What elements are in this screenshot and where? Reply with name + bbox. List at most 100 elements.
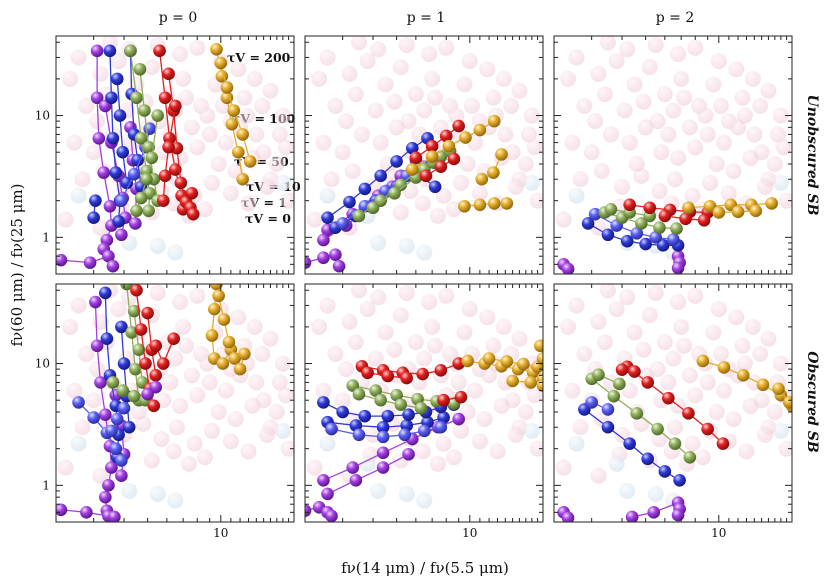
- background-point: [583, 144, 600, 161]
- background-point: [149, 237, 166, 254]
- background-point: [392, 307, 409, 324]
- background-point: [85, 392, 102, 409]
- background-point: [676, 337, 693, 354]
- background-point: [277, 139, 294, 156]
- background-point: [222, 433, 239, 450]
- background-point: [681, 367, 698, 384]
- panel-0-1: 1 10 10: [35, 283, 295, 540]
- background-point: [712, 345, 729, 362]
- background-point: [752, 345, 769, 362]
- background-point: [248, 374, 265, 391]
- data-point-red: [149, 339, 163, 353]
- data-point-blue: [72, 396, 85, 409]
- background-point: [168, 419, 185, 436]
- panel-plot-area: [555, 36, 792, 274]
- background-point: [246, 318, 263, 335]
- data-point-blue: [127, 167, 141, 181]
- background-point: [196, 201, 213, 218]
- data-point-red: [447, 152, 461, 166]
- background-point: [734, 89, 751, 106]
- background-point: [684, 187, 701, 204]
- panel-2-1: 10: [553, 283, 793, 540]
- data-point-purple: [332, 259, 346, 273]
- background-point: [715, 134, 732, 151]
- background-point: [427, 89, 444, 106]
- data-point-gold: [487, 197, 501, 210]
- data-point-gold: [712, 206, 726, 219]
- data-point-gold: [425, 150, 439, 163]
- background-point: [210, 156, 227, 173]
- x-tick-label: 10: [711, 526, 726, 540]
- background-point: [306, 211, 323, 228]
- background-point: [479, 309, 496, 326]
- data-point-red: [437, 393, 450, 407]
- background-point: [728, 309, 745, 326]
- background-point: [424, 70, 441, 87]
- data-point-purple: [129, 217, 142, 230]
- data-point-green: [130, 204, 143, 218]
- data-point-darkblue: [122, 420, 136, 434]
- background-point: [772, 174, 789, 191]
- background-point: [568, 187, 585, 204]
- data-point-red: [149, 369, 163, 382]
- background-point: [153, 431, 170, 448]
- background-point: [665, 350, 682, 367]
- data-point-gold: [442, 139, 456, 153]
- data-point-blue: [585, 396, 598, 409]
- data-point-darkblue: [405, 141, 419, 155]
- background-point: [259, 426, 276, 443]
- background-point: [359, 53, 376, 70]
- data-point-gold: [207, 302, 221, 316]
- background-point: [370, 41, 387, 58]
- data-point-green: [613, 377, 626, 391]
- data-point-blue: [418, 424, 431, 438]
- background-point: [508, 178, 525, 195]
- data-point-green: [414, 401, 428, 415]
- background-point: [367, 350, 384, 367]
- data-point-green: [140, 172, 153, 186]
- background-point: [517, 404, 534, 421]
- data-point-green: [683, 450, 697, 464]
- data-point-green: [142, 204, 155, 218]
- background-point: [110, 53, 127, 70]
- data-point-blue: [117, 401, 131, 415]
- background-point: [167, 350, 184, 367]
- data-point-darkblue: [381, 409, 395, 423]
- data-point-red: [167, 332, 180, 345]
- background-point: [511, 330, 528, 347]
- background-point: [62, 318, 79, 335]
- background-point: [319, 297, 336, 314]
- background-point: [149, 284, 166, 301]
- background-point: [772, 355, 789, 372]
- data-point-gold: [227, 104, 241, 117]
- data-point-red: [682, 407, 695, 420]
- background-point: [172, 46, 189, 63]
- data-point-green: [352, 387, 366, 401]
- data-point-purple: [329, 248, 342, 262]
- background-point: [66, 134, 83, 151]
- data-point-red: [615, 363, 629, 377]
- background-point: [372, 134, 389, 151]
- background-point: [647, 284, 664, 301]
- background-point: [416, 492, 433, 509]
- background-point: [338, 361, 355, 378]
- background-point: [178, 89, 195, 106]
- background-point: [70, 49, 87, 66]
- data-point-darkblue: [673, 473, 686, 487]
- background-point: [466, 382, 483, 399]
- data-point-blue: [110, 412, 124, 426]
- background-point: [766, 156, 783, 173]
- background-point: [621, 134, 638, 151]
- data-point-green: [106, 376, 120, 389]
- panel-frame: [304, 283, 544, 523]
- panel-1-0: [304, 35, 544, 275]
- data-point-gold: [243, 155, 257, 168]
- data-point-purple: [102, 479, 115, 492]
- data-point-red: [156, 357, 170, 370]
- data-point-purple: [305, 504, 312, 517]
- data-point-red: [361, 366, 374, 380]
- background-point: [641, 307, 658, 324]
- data-point-green: [127, 304, 141, 318]
- background-point: [651, 431, 668, 448]
- column-title-p2: p = 2: [656, 10, 695, 26]
